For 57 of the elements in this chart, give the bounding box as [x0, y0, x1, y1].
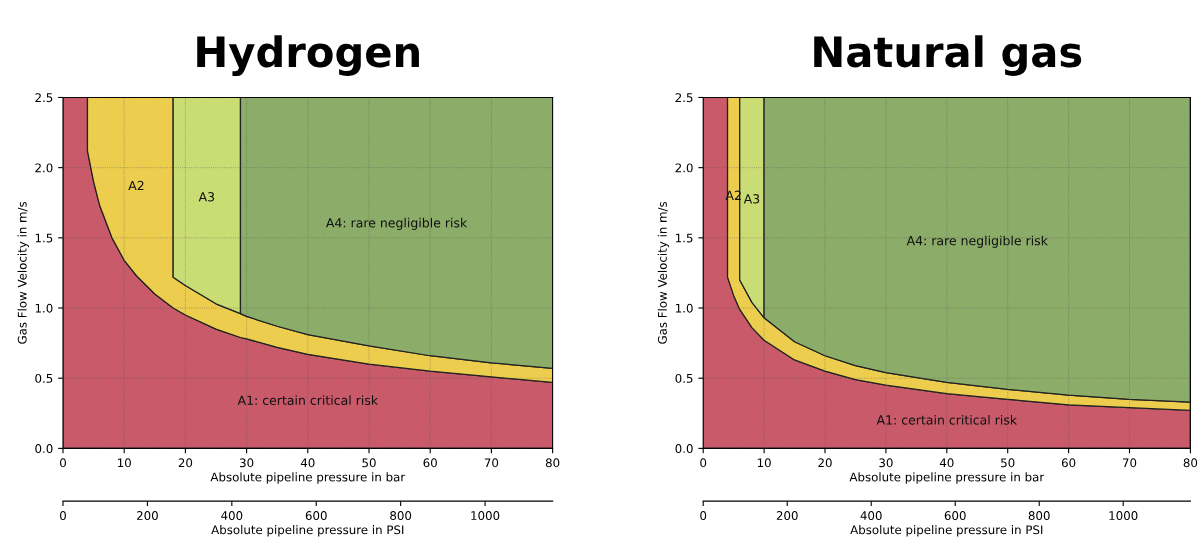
series-label: A3: [743, 194, 760, 204]
x2-tick-label: 1000: [1109, 511, 1138, 521]
x2-tick-label: 600: [944, 511, 966, 521]
x-tick-label: 50: [362, 458, 376, 468]
x2-tick-label: 200: [137, 511, 158, 521]
series-label: A3: [198, 192, 215, 202]
x2-tick-label: 800: [390, 511, 412, 521]
y-tick-label: 2.0: [35, 163, 53, 173]
y-tick-label: 1.0: [35, 303, 53, 313]
series-label: A1: certain critical risk: [237, 395, 379, 405]
x-axis-title: Absolute pipeline pressure in bar: [849, 472, 1045, 484]
series-label: A4: rare negligible risk: [906, 235, 1048, 248]
x-axis-title: Absolute pipeline pressure in bar: [210, 472, 406, 484]
x2-tick-label: 800: [1028, 511, 1050, 521]
x-tick-label: 70: [1122, 458, 1137, 468]
x2-tick-label: 1000: [471, 511, 500, 521]
x2-tick-label: 200: [776, 511, 798, 521]
x-tick-label: 40: [939, 458, 954, 468]
x2-axis-title: Absolute pipeline pressure in PSI: [211, 525, 404, 537]
y-axis-title: Gas Flow Velocity in m/s: [657, 201, 670, 344]
chart-title: Natural gas: [814, 35, 1082, 76]
y-tick-label: 1.5: [35, 233, 53, 243]
y-tick-label: 2.5: [35, 93, 53, 103]
x-tick-label: 80: [1183, 458, 1198, 468]
x-tick-label: 10: [757, 458, 771, 468]
y-tick-label: 1.5: [676, 233, 693, 243]
y-tick-label: 2.5: [675, 93, 693, 103]
x-tick-label: 50: [1001, 458, 1015, 468]
y-axis-title: Gas Flow Velocity in m/s: [17, 201, 29, 344]
x-tick-label: 10: [117, 458, 131, 468]
x2-tick-label: 400: [860, 511, 882, 521]
x2-tick-label: 400: [221, 511, 243, 521]
y-tick-label: 0.0: [35, 444, 53, 454]
x-tick-label: 0: [60, 458, 66, 468]
y-tick-label: 1.0: [676, 303, 693, 313]
series-label: A2: [128, 180, 144, 191]
x-tick-label: 0: [700, 458, 707, 468]
y-tick-label: 2.0: [675, 163, 693, 173]
x-tick-label: 20: [178, 458, 193, 468]
x-tick-label: 70: [484, 458, 499, 468]
x-tick-label: 80: [545, 458, 560, 468]
x-tick-label: 30: [239, 458, 254, 468]
x2-tick-label: 0: [60, 511, 66, 521]
x2-tick-label: 600: [305, 511, 327, 521]
y-tick-label: 0.5: [35, 373, 53, 383]
chart-title: Hydrogen: [197, 35, 419, 76]
y-tick-label: 0.0: [675, 444, 693, 454]
x-tick-label: 20: [818, 458, 832, 468]
x2-tick-label: 0: [700, 511, 707, 521]
x-tick-label: 40: [300, 458, 315, 468]
series-label: A1: certain critical risk: [876, 414, 1018, 425]
x-tick-label: 60: [1061, 458, 1076, 468]
series-label: A4: rare negligible risk: [325, 217, 468, 230]
x-tick-label: 30: [879, 458, 893, 468]
y-tick-label: 0.5: [675, 373, 693, 383]
x-tick-label: 60: [423, 458, 437, 468]
x2-axis-title: Absolute pipeline pressure in PSI: [850, 525, 1043, 537]
